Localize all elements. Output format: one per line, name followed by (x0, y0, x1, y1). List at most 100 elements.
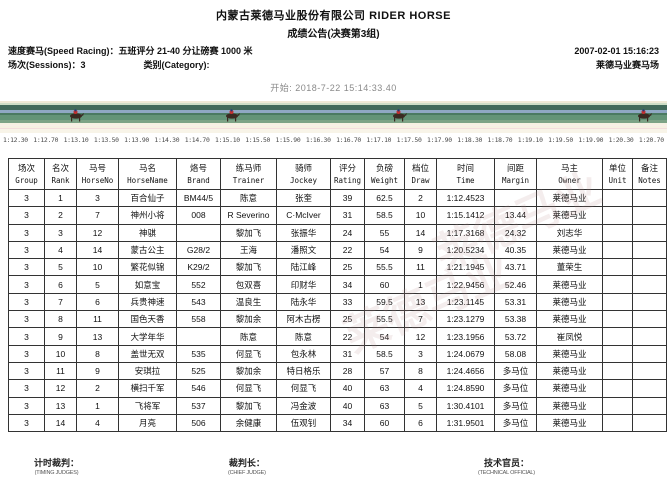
cell-rating: 39 (330, 188, 365, 208)
time-ruler-label: 1:14.30 (154, 136, 180, 144)
cell-brand: 506 (176, 413, 221, 433)
cell-rating: 24 (330, 223, 365, 242)
cell-notes (632, 223, 667, 242)
cell-owner: 莱德马业 (536, 361, 603, 381)
cell-notes (632, 361, 667, 381)
technical-official-label: 技术官员： (483, 458, 529, 468)
column-header-draw: 档位 Draw (404, 158, 437, 190)
cell-rank: 7 (44, 292, 77, 312)
cell-owner: 莱德马业 (536, 240, 603, 260)
cell-rank: 3 (44, 223, 77, 242)
cell-margin: 13.44 (494, 206, 537, 225)
cell-margin: 多马位 (494, 361, 537, 381)
cell-weight: 54 (364, 240, 405, 260)
cell-weight: 59.5 (364, 292, 405, 312)
cell-unit (602, 258, 633, 277)
cell-time: 1:20.5234 (436, 240, 495, 260)
cell-time: 1:23.1956 (436, 327, 495, 346)
results-table-wrap: 场次 Group 名次 Rank 马号 HorseNo 马名 HorseName 烙号 Brand… (8, 158, 667, 433)
cell-weight: 63 (364, 379, 405, 398)
cell-horse_no: 14 (76, 240, 119, 260)
cell-unit (602, 327, 633, 346)
cell-jockey: 潘照文 (276, 240, 331, 260)
cell-group: 3 (8, 275, 45, 294)
cell-group: 3 (8, 206, 45, 225)
cell-horse_name: 百合仙子 (118, 188, 177, 208)
cell-brand: K29/2 (176, 258, 221, 277)
cell-trainer: 黎加飞 (220, 396, 277, 415)
cell-jockey: 陆江峰 (276, 258, 331, 277)
cell-group: 3 (8, 344, 45, 363)
cell-rank: 9 (44, 327, 77, 346)
cell-horse_no: 7 (76, 206, 119, 225)
cell-trainer: 陈意 (220, 188, 277, 208)
horse-icon (390, 109, 408, 122)
table-row: 3 13 1 飞将军 537 黎加飞 冯金波 40 63 5 1:30.4101 多马位 莱德马业 (8, 396, 667, 415)
cell-notes (632, 413, 667, 433)
cell-draw: 7 (404, 310, 437, 329)
column-header-unit: 单位 Unit (602, 158, 633, 190)
time-ruler-label: 1:20.70 (638, 136, 664, 144)
cell-draw: 8 (404, 361, 437, 381)
cell-horse_name: 安琪拉 (118, 361, 177, 381)
cell-unit (602, 275, 633, 294)
cell-unit (602, 206, 633, 225)
cell-notes (632, 310, 667, 329)
cell-brand: 537 (176, 396, 221, 415)
cell-time: 1:24.0679 (436, 344, 495, 363)
cell-unit (602, 310, 633, 329)
time-ruler-label: 1:16.70 (336, 136, 361, 144)
column-header-rank: 名次 Rank (44, 158, 77, 190)
cell-unit (602, 223, 633, 242)
cell-trainer: 黎加飞 (220, 258, 277, 277)
cell-owner: 莱德马业 (536, 292, 603, 312)
session-label: 场次(Sessions)：3 (8, 60, 86, 70)
cell-horse_name: 飞将军 (118, 396, 177, 415)
cell-draw: 1 (404, 275, 437, 294)
cell-trainer: R Severino (220, 206, 277, 225)
cell-unit (602, 188, 633, 208)
cell-rating: 25 (330, 258, 365, 277)
column-header-rating: 评分 Rating (330, 158, 365, 190)
cell-horse_name: 大学年华 (118, 327, 177, 346)
cell-owner: 莱德马业 (536, 413, 603, 433)
cell-notes (632, 327, 667, 346)
cell-brand: 546 (176, 379, 221, 398)
cell-notes (632, 344, 667, 363)
horse-icon (67, 109, 85, 122)
cell-rank: 5 (44, 258, 77, 277)
cell-brand (176, 223, 221, 242)
cell-time: 1:24.4656 (436, 361, 495, 381)
cell-trainer: 温良生 (220, 292, 277, 312)
cell-rank: 12 (44, 379, 77, 398)
start-time: 开始: 2018-7-22 15:14:33.40 (270, 83, 397, 93)
time-ruler-label: 1:18.70 (487, 136, 513, 144)
cell-horse_name: 蒙古公主 (118, 240, 177, 260)
time-ruler-label: 1:12.70 (33, 136, 59, 144)
cell-horse_no: 2 (76, 379, 119, 398)
time-ruler-label: 1:13.50 (93, 136, 119, 144)
timing-judge-label-en: (TIMING JUDGES) (34, 470, 79, 476)
cell-horse_name: 兵贵神速 (118, 292, 177, 312)
cell-jockey: 印财华 (276, 275, 331, 294)
horse-icon (635, 109, 653, 122)
time-ruler-label: 1:12.30 (3, 136, 28, 144)
cell-draw: 13 (404, 292, 437, 312)
results-table: 场次 Group 名次 Rank 马号 HorseNo 马名 HorseName 烙号 Brand… (8, 158, 667, 433)
cell-margin: 53.72 (494, 327, 537, 346)
cell-margin: 24.32 (494, 223, 537, 242)
column-header-trainer: 练马师 Trainer (220, 158, 277, 190)
cell-jockey: 特日格乐 (276, 361, 331, 381)
cell-unit (602, 292, 633, 312)
cell-owner: 董荣生 (536, 258, 603, 277)
cell-rating: 33 (330, 292, 365, 312)
chief-judge-label-en: (CHIEF JUDGE) (228, 470, 266, 476)
cell-horse_no: 3 (76, 188, 119, 208)
cell-trainer: 何显飞 (220, 344, 277, 363)
column-header-horse_no: 马号 HorseNo (76, 158, 119, 190)
cell-group: 3 (8, 240, 45, 260)
column-header-group: 场次 Group (8, 158, 45, 190)
table-row: 3 2 7 神州小将 008 R Severino C·McIver 31 58.5 10 1:15… (8, 206, 667, 225)
cell-rank: 14 (44, 413, 77, 433)
cell-jockey: 伍观钊 (276, 413, 331, 433)
